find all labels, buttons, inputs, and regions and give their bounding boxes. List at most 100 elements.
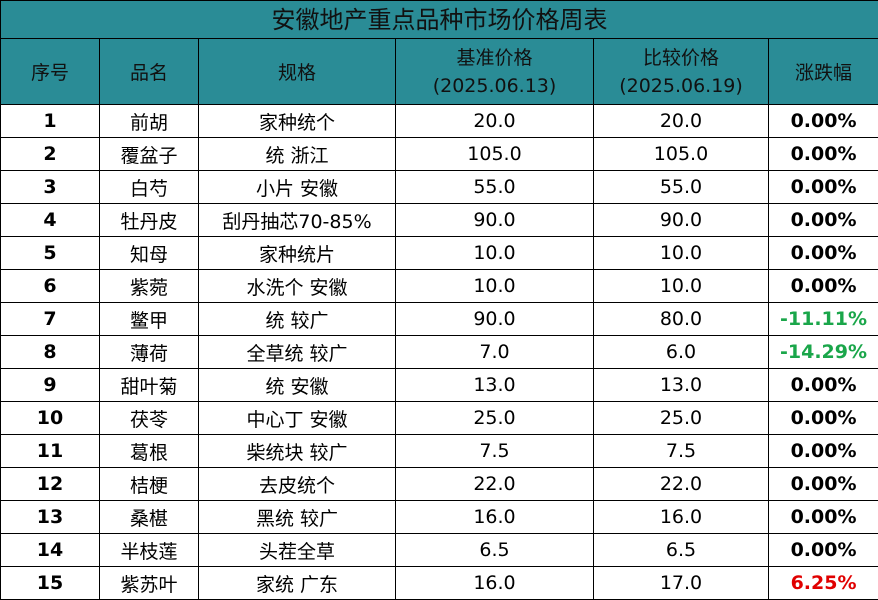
header-index: 序号 <box>0 38 100 105</box>
row-spec: 家种统片 <box>198 236 396 270</box>
header-row: 序号 品名 规格 基准价格 (2025.06.13) 比较价格 (2025.06… <box>0 38 878 105</box>
header-change: 涨跌幅 <box>767 38 878 105</box>
row-compare-price: 10.0 <box>593 269 769 303</box>
table-row: 5 知母 家种统片 10.0 10.0 0.00% <box>0 236 878 270</box>
row-base-price: 10.0 <box>395 236 594 270</box>
row-name: 葛根 <box>99 434 199 468</box>
row-base-price: 105.0 <box>395 137 594 171</box>
table-row: 8 薄荷 全草统 较广 7.0 6.0 -14.29% <box>0 335 878 369</box>
row-name: 桔梗 <box>99 467 199 501</box>
row-compare-price: 105.0 <box>593 137 769 171</box>
row-spec: 全草统 较广 <box>198 335 396 369</box>
row-spec: 家种统个 <box>198 104 396 138</box>
table-row: 2 覆盆子统 浙江 105.0 105.0 0.00% <box>0 137 878 171</box>
row-base-price: 16.0 <box>395 500 594 534</box>
row-spec: 统 浙江 <box>198 137 396 171</box>
row-name: 前胡 <box>99 104 199 138</box>
row-compare-price: 20.0 <box>593 104 769 138</box>
row-name: 半枝莲 <box>99 533 199 567</box>
row-base-price: 13.0 <box>395 368 594 402</box>
header-base-price: 基准价格 (2025.06.13) <box>395 38 594 105</box>
row-compare-price: 55.0 <box>593 170 769 204</box>
row-index: 3 <box>0 170 100 204</box>
table-row: 6 紫菀 水洗个 安徽 10.0 10.0 0.00% <box>0 269 878 303</box>
row-change: -14.29% <box>767 335 878 369</box>
row-base-price: 16.0 <box>395 566 594 600</box>
row-spec: 中心丁 安徽 <box>198 401 396 435</box>
row-base-price: 20.0 <box>395 104 594 138</box>
row-change: 6.25% <box>767 566 878 600</box>
row-change: 0.00% <box>767 533 878 567</box>
row-spec: 统 较广 <box>198 302 396 336</box>
table-row: 9 甜叶菊统 安徽 13.0 13.0 0.00% <box>0 368 878 402</box>
row-change: 0.00% <box>767 170 878 204</box>
row-base-price: 10.0 <box>395 269 594 303</box>
table-row: 14 半枝莲 头茬全草 6.5 6.5 0.00% <box>0 533 878 567</box>
table-row: 3 白芍 小片 安徽 55.0 55.0 0.00% <box>0 170 878 204</box>
table-row: 10 茯苓 中心丁 安徽 25.0 25.0 0.00% <box>0 401 878 435</box>
row-index: 8 <box>0 335 100 369</box>
header-base-price-date: (2025.06.13) <box>432 74 557 97</box>
row-compare-price: 7.5 <box>593 434 769 468</box>
row-compare-price: 6.0 <box>593 335 769 369</box>
row-name: 甜叶菊 <box>99 368 199 402</box>
row-compare-price: 90.0 <box>593 203 769 237</box>
row-name: 覆盆子 <box>99 137 199 171</box>
row-spec: 家统 广东 <box>198 566 396 600</box>
row-change: 0.00% <box>767 203 878 237</box>
row-index: 4 <box>0 203 100 237</box>
row-spec: 黑统 较广 <box>198 500 396 534</box>
row-index: 15 <box>0 566 100 600</box>
row-index: 10 <box>0 401 100 435</box>
row-change: 0.00% <box>767 434 878 468</box>
table-row: 7 鳖甲统 较广 90.0 80.0 -11.11% <box>0 302 878 336</box>
row-base-price: 55.0 <box>395 170 594 204</box>
row-base-price: 7.0 <box>395 335 594 369</box>
row-compare-price: 25.0 <box>593 401 769 435</box>
row-compare-price: 17.0 <box>593 566 769 600</box>
header-compare-price: 比较价格 (2025.06.19) <box>593 38 769 105</box>
row-compare-price: 16.0 <box>593 500 769 534</box>
row-change: 0.00% <box>767 236 878 270</box>
row-change: 0.00% <box>767 137 878 171</box>
row-base-price: 90.0 <box>395 302 594 336</box>
table-row: 11 葛根 柴统块 较广 7.5 7.5 0.00% <box>0 434 878 468</box>
row-base-price: 7.5 <box>395 434 594 468</box>
row-compare-price: 6.5 <box>593 533 769 567</box>
row-index: 7 <box>0 302 100 336</box>
row-compare-price: 10.0 <box>593 236 769 270</box>
row-compare-price: 13.0 <box>593 368 769 402</box>
row-change: -11.11% <box>767 302 878 336</box>
row-change: 0.00% <box>767 500 878 534</box>
row-base-price: 25.0 <box>395 401 594 435</box>
row-index: 13 <box>0 500 100 534</box>
row-name: 紫菀 <box>99 269 199 303</box>
row-name: 白芍 <box>99 170 199 204</box>
row-change: 0.00% <box>767 467 878 501</box>
row-change: 0.00% <box>767 269 878 303</box>
header-spec: 规格 <box>198 38 396 105</box>
row-spec: 头茬全草 <box>198 533 396 567</box>
row-spec: 水洗个 安徽 <box>198 269 396 303</box>
row-spec: 去皮统个 <box>198 467 396 501</box>
table-row: 15 紫苏叶 家统 广东 16.0 17.0 6.25% <box>0 566 878 600</box>
header-base-price-label: 基准价格 <box>456 46 533 69</box>
row-index: 12 <box>0 467 100 501</box>
row-change: 0.00% <box>767 104 878 138</box>
header-compare-price-label: 比较价格 <box>642 46 719 69</box>
row-index: 14 <box>0 533 100 567</box>
row-base-price: 22.0 <box>395 467 594 501</box>
row-spec: 统 安徽 <box>198 368 396 402</box>
row-base-price: 6.5 <box>395 533 594 567</box>
row-change: 0.00% <box>767 401 878 435</box>
table-row: 12 桔梗 去皮统个 22.0 22.0 0.00% <box>0 467 878 501</box>
table-row: 4 牡丹皮 刮丹抽芯70-85% 90.0 90.0 0.00% <box>0 203 878 237</box>
table-row: 13 桑椹 黑统 较广 16.0 16.0 0.00% <box>0 500 878 534</box>
table-row: 1 前胡 家种统个 20.0 20.0 0.00% <box>0 104 878 138</box>
row-name: 牡丹皮 <box>99 203 199 237</box>
row-name: 鳖甲 <box>99 302 199 336</box>
row-index: 6 <box>0 269 100 303</box>
row-spec: 柴统块 较广 <box>198 434 396 468</box>
row-index: 2 <box>0 137 100 171</box>
